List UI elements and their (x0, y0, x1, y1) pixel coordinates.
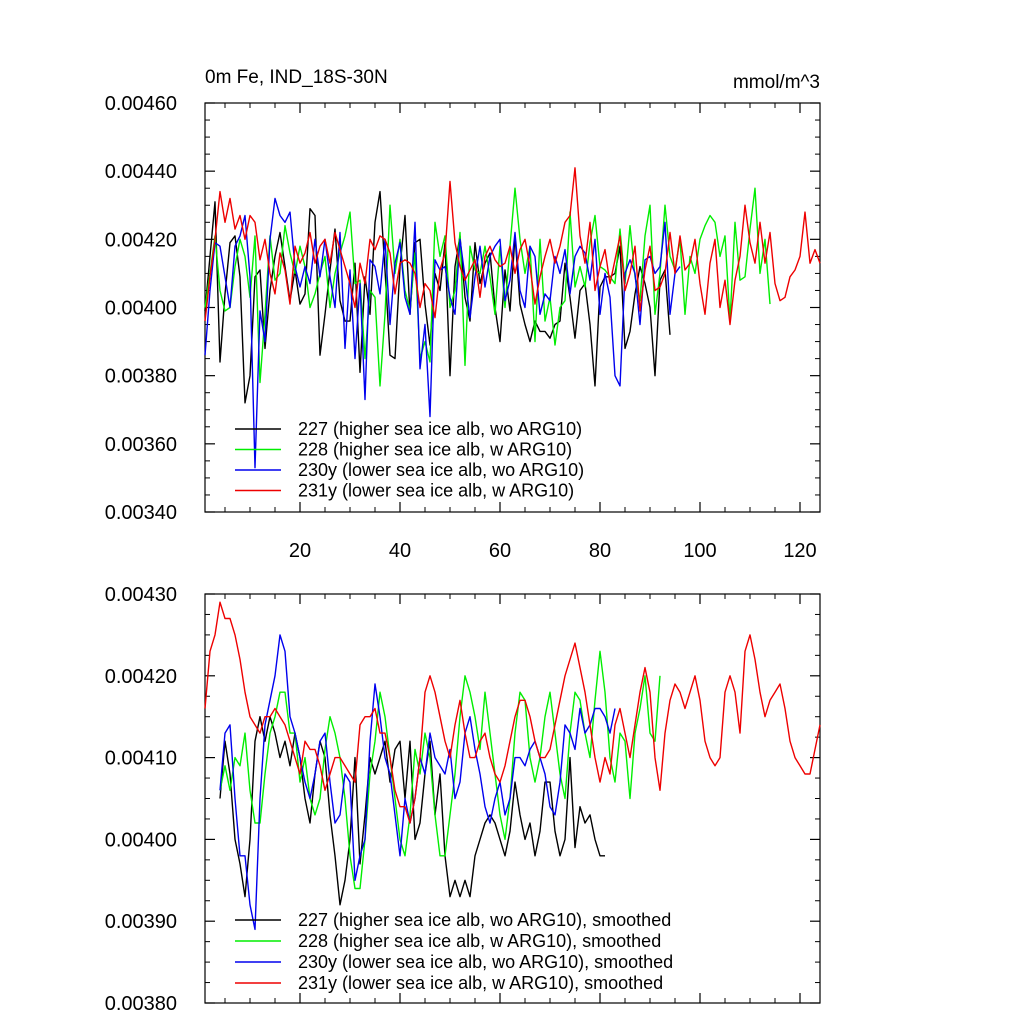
series-lines (204, 167, 821, 469)
legend-label: 231y (lower sea ice alb, w ARG10), smoot… (298, 973, 663, 993)
x-tick-label: 60 (489, 540, 511, 562)
legend-label: 230y (lower sea ice alb, wo ARG10), smoo… (298, 952, 673, 972)
x-tick-label: 20 (289, 540, 311, 562)
y-tick-label: 0.00400 (105, 298, 177, 320)
series-line (204, 197, 681, 469)
series-line (204, 601, 821, 824)
y-tick-label: 0.00440 (105, 161, 177, 183)
series-line (204, 187, 771, 387)
axis-ticks (205, 593, 820, 1004)
series-line (204, 167, 821, 326)
bottom-panel: 0.00380 0.00390 0.00400 0.00410 0.00420 0.004… (105, 584, 821, 1015)
top-panel: 0m Fe, IND_18S-30N mmol/m^3 0.003400.003… (105, 67, 821, 562)
y-tick-label: 0.00410 (105, 748, 177, 770)
x-tick-label: 80 (589, 540, 611, 562)
axis-ticks (205, 102, 820, 513)
y-tick-label: 0.00390 (105, 911, 177, 933)
y-tick-label: 0.00400 (105, 829, 177, 851)
y-tick-label: 0.00460 (105, 93, 177, 115)
y-tick-labels: 0.00380 0.00390 0.00400 0.00410 0.00420 0.004… (105, 584, 177, 1015)
legend: 227 (higher sea ice alb, wo ARG10), smoo… (235, 910, 673, 993)
series-line (219, 650, 661, 890)
units-label: mmol/m^3 (733, 72, 820, 93)
y-tick-label: 0.00380 (105, 366, 177, 388)
legend-label: 230y (lower sea ice alb, wo ARG10) (298, 460, 584, 480)
legend-label: 228 (higher sea ice alb, w ARG10), smoot… (298, 931, 661, 951)
chart-title: 0m Fe, IND_18S-30N (205, 67, 388, 88)
x-tick-label: 120 (783, 540, 816, 562)
legend-label: 227 (higher sea ice alb, wo ARG10) (298, 419, 582, 439)
y-tick-label: 0.00420 (105, 666, 177, 688)
legend: 227 (higher sea ice alb, wo ARG10)228 (h… (235, 419, 584, 501)
y-tick-label: 0.00360 (105, 434, 177, 456)
legend-label: 227 (higher sea ice alb, wo ARG10), smoo… (298, 910, 671, 930)
x-tick-label: 40 (389, 540, 411, 562)
y-tick-label: 0.00420 (105, 229, 177, 251)
y-tick-label: 0.00430 (105, 584, 177, 606)
legend-label: 228 (higher sea ice alb, w ARG10) (298, 440, 572, 460)
series-lines (204, 601, 821, 931)
y-tick-labels: 0.00340 0.00360 0.00380 0.00400 0.00420 0.004… (105, 93, 177, 524)
y-tick-label: 0.00340 (105, 502, 177, 524)
x-tick-label: 100 (683, 540, 716, 562)
y-tick-label: 0.00380 (105, 993, 177, 1015)
x-tick-labels: 20 40 60 80 100 120 (289, 540, 817, 562)
legend-label: 231y (lower sea ice alb, w ARG10) (298, 481, 574, 501)
